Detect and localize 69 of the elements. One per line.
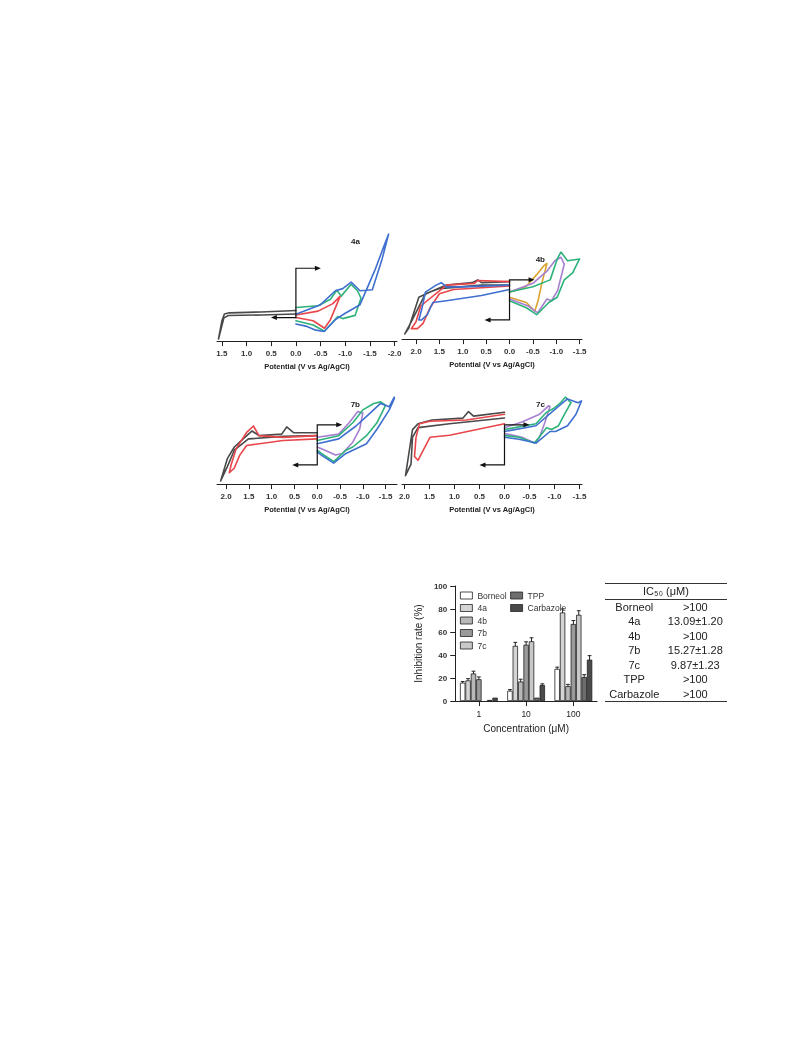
y-tick-label: 80 [438, 604, 448, 614]
chart-title: 4b [535, 254, 546, 264]
x-tick-label: 2.0 [410, 346, 423, 356]
chart-title: 4a [351, 236, 361, 246]
y-axis-title: Inhibition rate (%) [412, 604, 424, 683]
x-tick-label: -1.5 [572, 346, 588, 356]
x-tick-label: 1.5 [423, 491, 436, 501]
x-tick-label: 1.0 [448, 491, 461, 501]
chart-title: 7c [536, 399, 546, 409]
x-tick-label: 1.5 [216, 348, 229, 358]
category-label: 7c [627, 657, 642, 672]
x-tick-label: 10 [521, 708, 532, 719]
category-label: Carbazole [605, 686, 664, 702]
x-tick-label: 0.0 [503, 346, 516, 356]
x-tick-label: 2.0 [220, 491, 233, 501]
category-label: TPP [622, 672, 646, 687]
x-tick-label: 1 [476, 708, 482, 719]
chart-title: 7b [350, 399, 361, 409]
text: 13.09±1.20 [667, 615, 723, 627]
category-label: 4b [627, 628, 642, 643]
x-tick-label: -0.5 [526, 346, 541, 356]
text: >100 [682, 687, 708, 700]
x-tick-label: -2.0 [387, 348, 402, 358]
text: 9.87±1.23 [670, 658, 720, 671]
x-tick-label: 2.0 [398, 491, 411, 501]
legend-label: 7c [477, 640, 488, 651]
y-tick-label: 40 [438, 650, 448, 660]
x-tick-label: -0.5 [522, 491, 537, 501]
y-tick-label: 100 [433, 581, 448, 591]
legend-label: Carbazole [527, 603, 567, 613]
text: 15.27±1.28 [667, 644, 723, 656]
text: >100 [682, 673, 708, 685]
legend-label: 7b [477, 628, 488, 638]
category-label: 4a [627, 614, 642, 629]
x-tick-label: 0.0 [311, 491, 324, 501]
x-tick-label: -1.5 [362, 348, 378, 358]
x-tick-label: -1.5 [572, 491, 587, 501]
legend-label: 4a [477, 603, 488, 613]
x-tick-label: -1.0 [355, 491, 371, 501]
y-tick-label: 60 [438, 627, 448, 637]
text: IC₅₀ (μM) [605, 583, 727, 599]
x-tick-label: -0.5 [333, 491, 348, 501]
x-tick-label: 0.0 [498, 491, 511, 501]
x-tick-label: 1.0 [457, 346, 469, 356]
text: >100 [682, 600, 708, 613]
legend-label: Borneol [477, 590, 507, 601]
y-tick-label: 0 [442, 696, 448, 706]
legend-label: 4b [477, 615, 488, 626]
legend-label: TPP [527, 590, 545, 601]
category-label: Borneol [614, 599, 655, 614]
x-tick-label: 1.5 [243, 491, 256, 501]
x-tick-label: -1.0 [547, 491, 562, 501]
text: >100 [682, 629, 708, 642]
x-tick-label: 1.0 [241, 348, 253, 358]
x-tick-label: 0.5 [480, 346, 493, 356]
x-tick-label: 0.0 [290, 348, 303, 358]
x-tick-label: -1.0 [549, 346, 564, 356]
x-tick-label: 1.0 [266, 491, 278, 501]
x-tick-label: 1.5 [433, 346, 446, 356]
x-axis-title: Concentration (μM) [483, 722, 570, 734]
x-tick-label: 0.5 [473, 491, 486, 501]
x-tick-label: -1.5 [378, 491, 394, 501]
x-tick-label: 100 [566, 708, 581, 719]
y-tick-label: 20 [438, 673, 448, 683]
x-tick-label: -1.0 [338, 348, 353, 358]
x-tick-label: 0.5 [265, 348, 278, 358]
x-tick-label: 0.5 [288, 491, 301, 501]
category-label: 7b [627, 643, 642, 658]
x-tick-label: -0.5 [313, 348, 328, 358]
